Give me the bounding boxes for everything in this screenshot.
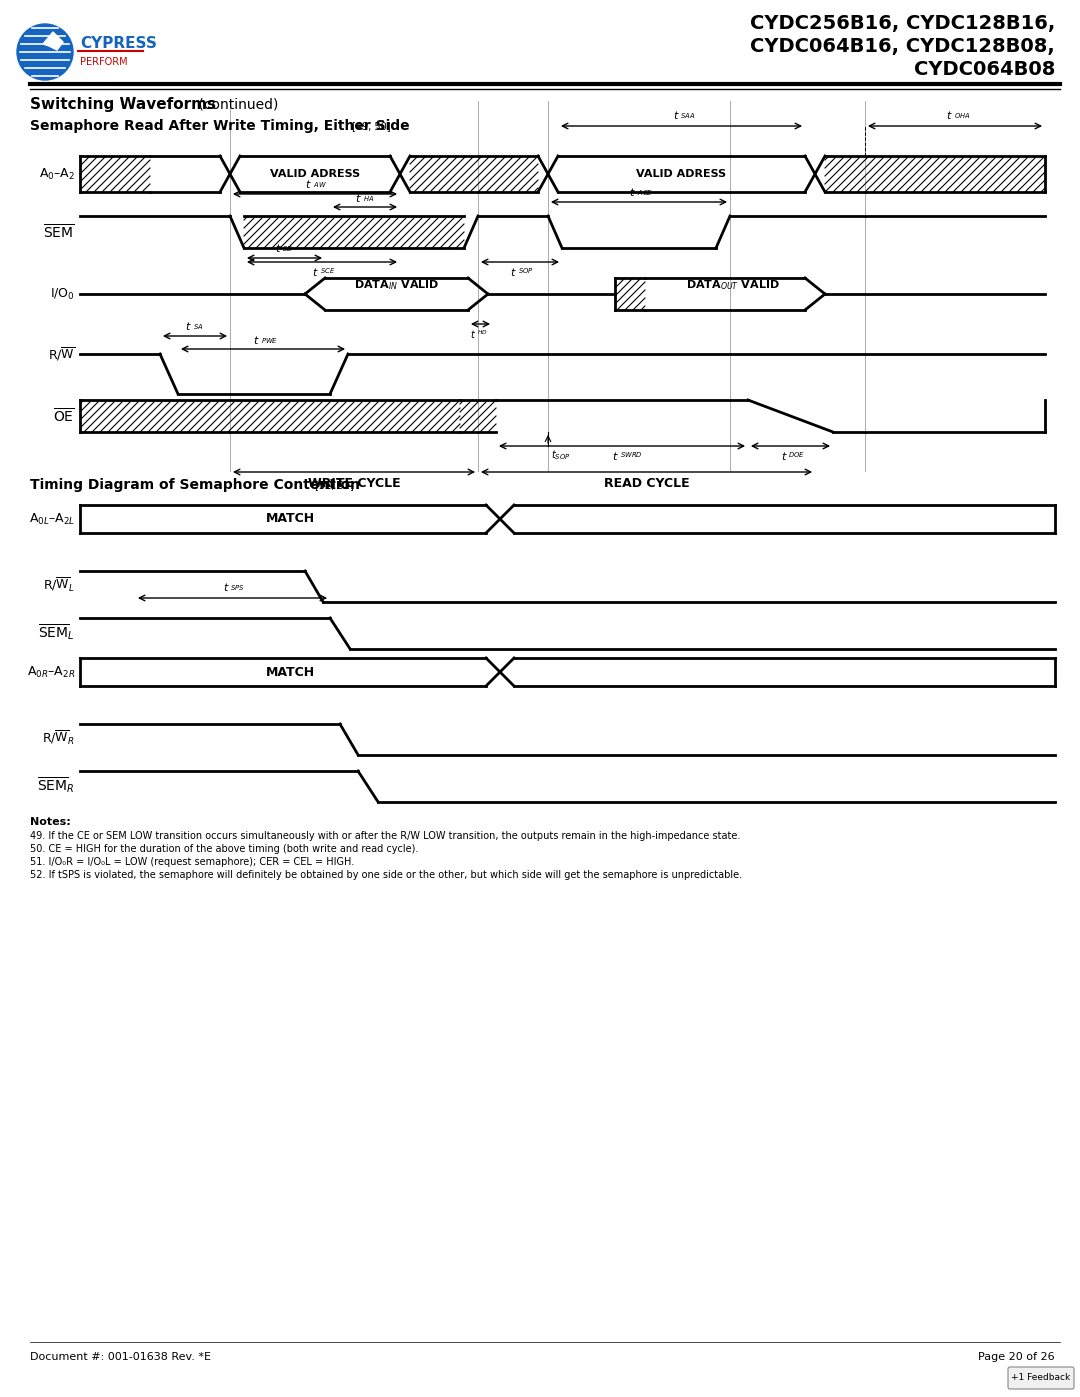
Text: $_{HD}$: $_{HD}$ [477, 328, 488, 337]
Text: $t$: $t$ [781, 450, 787, 462]
Text: DATA$_{IN}$ VALID: DATA$_{IN}$ VALID [354, 278, 440, 292]
Polygon shape [43, 32, 63, 50]
Text: $_{SWRD}$: $_{SWRD}$ [620, 450, 643, 460]
Text: 51. I/O₀R = I/O₀L = LOW (request semaphore); CE̅R = CE̅L = HIGH.: 51. I/O₀R = I/O₀L = LOW (request semapho… [30, 856, 354, 868]
Text: $_{SCE}$: $_{SCE}$ [320, 265, 336, 277]
Text: $t$: $t$ [355, 191, 362, 204]
Text: Switching Waveforms: Switching Waveforms [30, 96, 216, 112]
Text: R/$\overline{\mathrm{W}}$$_L$: R/$\overline{\mathrm{W}}$$_L$ [43, 576, 75, 594]
Text: A$_0$–A$_2$: A$_0$–A$_2$ [39, 166, 75, 182]
Text: $t$: $t$ [946, 109, 953, 122]
Text: CYDC064B08: CYDC064B08 [914, 60, 1055, 80]
Text: READ CYCLE: READ CYCLE [604, 476, 689, 490]
FancyBboxPatch shape [1008, 1368, 1074, 1389]
Text: $_{OHA}$: $_{OHA}$ [954, 110, 971, 122]
Text: $_{AW}$: $_{AW}$ [313, 180, 327, 190]
Text: $t$: $t$ [222, 581, 229, 592]
Text: CYPRESS: CYPRESS [80, 36, 157, 52]
Text: [51, 52]: [51, 52] [315, 481, 354, 490]
Text: $t$$_{SOP}$: $t$$_{SOP}$ [551, 448, 570, 462]
Text: $t$: $t$ [510, 265, 517, 278]
Text: A$_{0L}$–A$_{2L}$: A$_{0L}$–A$_{2L}$ [29, 511, 75, 527]
Text: Notes:: Notes: [30, 817, 71, 827]
Text: $t$: $t$ [186, 320, 192, 332]
Text: MATCH: MATCH [266, 665, 314, 679]
Text: MATCH: MATCH [266, 513, 314, 525]
Text: $t$: $t$ [470, 328, 476, 339]
Text: 52. If tSPS is violated, the semaphore will definitely be obtained by one side o: 52. If tSPS is violated, the semaphore w… [30, 870, 742, 880]
Text: $_{HA}$: $_{HA}$ [363, 194, 375, 204]
Text: $t$: $t$ [312, 265, 319, 278]
Text: $_{SA}$: $_{SA}$ [193, 321, 204, 332]
Text: $t$: $t$ [612, 450, 619, 462]
Text: DATA$_{OUT}$ VALID: DATA$_{OUT}$ VALID [686, 278, 780, 292]
Text: [49, 50]: [49, 50] [352, 122, 391, 131]
Text: $_{SPS}$: $_{SPS}$ [230, 583, 245, 592]
Text: $t$: $t$ [274, 242, 282, 254]
Text: R/$\overline{\mathrm{W}}$: R/$\overline{\mathrm{W}}$ [48, 345, 75, 363]
Text: $t$: $t$ [306, 177, 312, 190]
Text: CYDC256B16, CYDC128B16,: CYDC256B16, CYDC128B16, [750, 14, 1055, 34]
Text: $t$: $t$ [673, 109, 679, 122]
Text: VALID ADRESS: VALID ADRESS [270, 169, 360, 179]
Text: R/$\overline{\mathrm{W}}$$_R$: R/$\overline{\mathrm{W}}$$_R$ [42, 729, 75, 747]
Text: 49. If the CE or SEM LOW transition occurs simultaneously with or after the R/W : 49. If the CE or SEM LOW transition occu… [30, 831, 741, 841]
Text: Timing Diagram of Semaphore Contention: Timing Diagram of Semaphore Contention [30, 478, 360, 492]
Text: CYDC064B16, CYDC128B08,: CYDC064B16, CYDC128B08, [751, 36, 1055, 56]
Text: $\overline{\mathrm{SEM}}$$_R$: $\overline{\mathrm{SEM}}$$_R$ [38, 775, 75, 795]
Text: $\overline{\mathrm{SEM}}$$_L$: $\overline{\mathrm{SEM}}$$_L$ [39, 622, 75, 641]
Text: $\overline{\mathrm{OE}}$: $\overline{\mathrm{OE}}$ [53, 407, 75, 425]
Circle shape [17, 24, 73, 80]
Text: +1 Feedback: +1 Feedback [1011, 1373, 1070, 1383]
Text: 50. CE = HIGH for the duration of the above timing (both write and read cycle).: 50. CE = HIGH for the duration of the ab… [30, 844, 418, 854]
Text: A$_{0R}$–A$_{2R}$: A$_{0R}$–A$_{2R}$ [27, 665, 75, 679]
Text: $t$: $t$ [630, 186, 636, 198]
Text: $t$: $t$ [254, 334, 260, 346]
Text: VALID ADRESS: VALID ADRESS [636, 169, 727, 179]
Text: Document #: 001-01638 Rev. *E: Document #: 001-01638 Rev. *E [30, 1352, 211, 1362]
Text: $_{SOP}$: $_{SOP}$ [518, 265, 534, 277]
Text: WRITE CYCLE: WRITE CYCLE [308, 476, 401, 490]
Text: I/O$_0$: I/O$_0$ [50, 286, 75, 302]
Text: $_{SAA}$: $_{SAA}$ [680, 110, 696, 122]
Text: (continued): (continued) [194, 96, 279, 110]
Text: PERFORM: PERFORM [80, 57, 127, 67]
Text: Page 20 of 26: Page 20 of 26 [978, 1352, 1055, 1362]
Text: $\overline{\mathrm{SEM}}$: $\overline{\mathrm{SEM}}$ [43, 224, 75, 242]
Text: Semaphore Read After Write Timing, Either Side: Semaphore Read After Write Timing, Eithe… [30, 119, 409, 133]
Text: $_{ACE}$: $_{ACE}$ [637, 189, 653, 198]
Text: $_{SD}$: $_{SD}$ [283, 244, 294, 254]
Text: $_{PWE}$: $_{PWE}$ [261, 337, 279, 346]
Text: $_{DOE}$: $_{DOE}$ [788, 450, 806, 460]
